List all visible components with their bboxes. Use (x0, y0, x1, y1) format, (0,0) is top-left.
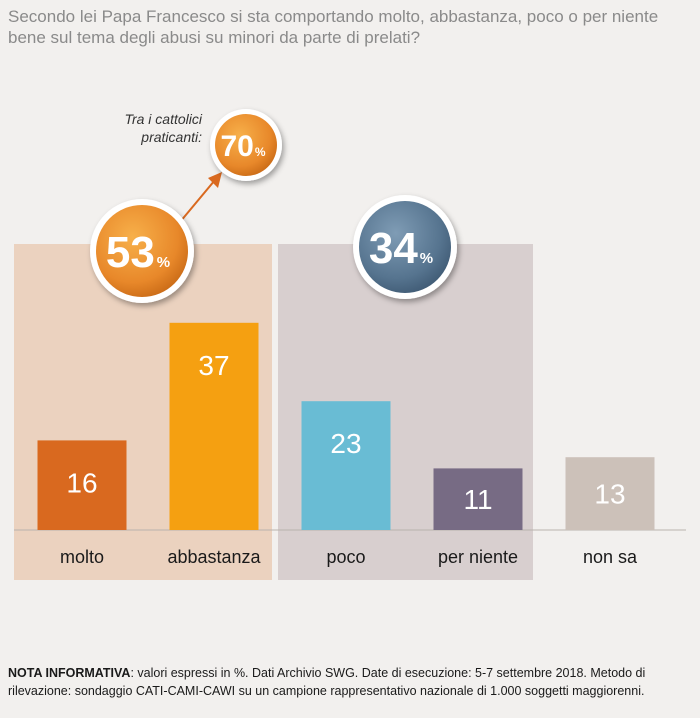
group-unit-positive: % (157, 254, 170, 271)
callout-value: 70 (220, 130, 253, 163)
bar-value-label: 13 (594, 479, 625, 510)
bar-value-label: 23 (330, 428, 361, 459)
callout-arrowhead (208, 172, 222, 188)
bar-value-label: 37 (198, 350, 229, 381)
svg-text:70%: 70% (220, 130, 265, 163)
chart: 16 molto 37 abbastanza 23 poco 11 per niente 13 n… (14, 109, 686, 580)
note-text: : valori espressi in %. Dati Archivio SW… (8, 666, 646, 698)
category-label: per niente (438, 547, 518, 567)
category-label: non sa (583, 547, 638, 567)
category-label: abbastanza (167, 547, 261, 567)
bar-value-label: 16 (66, 467, 97, 498)
svg-text:34%: 34% (369, 224, 433, 273)
callout-label-line2: praticanti: (140, 129, 202, 145)
note-label: NOTA INFORMATIVA (8, 666, 131, 680)
bar-non-sa (565, 457, 655, 530)
category-label: poco (326, 547, 365, 567)
bar-abbastanza (169, 322, 259, 530)
group-value-negative: 34 (369, 224, 418, 273)
note: NOTA INFORMATIVA: valori espressi in %. … (8, 664, 694, 700)
callout-unit: % (255, 145, 266, 159)
question-title: Secondo lei Papa Francesco si sta compor… (8, 7, 659, 47)
category-label: molto (60, 547, 104, 567)
group-value-positive: 53 (106, 228, 155, 277)
bar-value-label: 11 (463, 484, 492, 515)
bar-poco (301, 401, 391, 530)
svg-text:53%: 53% (106, 228, 170, 277)
group-unit-negative: % (420, 250, 433, 267)
callout-label-line1: Tra i cattolici (124, 111, 202, 127)
group-bubble-negative: 34% (353, 195, 457, 299)
bar-per-niente (433, 468, 523, 530)
bar-molto (37, 440, 127, 530)
group-bubble-positive: 53% (90, 199, 194, 303)
callout-bubble: 70% (210, 109, 282, 181)
